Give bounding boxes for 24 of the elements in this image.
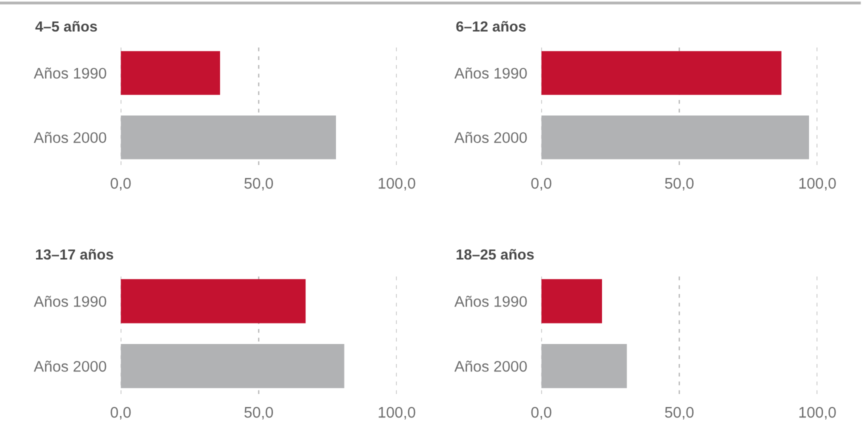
y-tick-label: Años 1990 xyxy=(34,296,106,307)
x-tick-label: 0,0 xyxy=(531,178,552,191)
y-tick-label: Años 2000 xyxy=(34,360,106,372)
y-tick-label: Años 1990 xyxy=(454,68,527,79)
x-tick-label: 50,0 xyxy=(244,406,273,420)
y-tick-label: Años 1990 xyxy=(34,68,106,79)
chart-title: 13–17 años xyxy=(36,248,114,260)
x-tick-label: 50,0 xyxy=(665,178,694,191)
x-tick-label: 0,0 xyxy=(110,178,131,191)
chart-title: 4–5 años xyxy=(35,20,97,32)
chart-title: 6–12 años xyxy=(456,20,526,32)
y-tick-label: Años 2000 xyxy=(34,132,106,144)
chart-title: 18–25 años xyxy=(456,248,534,260)
y-tick-label: Años 2000 xyxy=(454,132,527,144)
x-tick-label: 100,0 xyxy=(799,178,836,191)
x-tick-label: 0,0 xyxy=(110,406,131,420)
x-tick-label: 50,0 xyxy=(244,178,273,191)
y-tick-label: Años 1990 xyxy=(454,296,527,307)
x-tick-label: 50,0 xyxy=(665,406,694,420)
x-tick-label: 100,0 xyxy=(799,406,836,420)
y-tick-label: Años 2000 xyxy=(454,360,527,372)
x-tick-label: 0,0 xyxy=(531,406,552,420)
x-tick-label: 100,0 xyxy=(378,406,416,420)
x-tick-label: 100,0 xyxy=(378,178,416,191)
